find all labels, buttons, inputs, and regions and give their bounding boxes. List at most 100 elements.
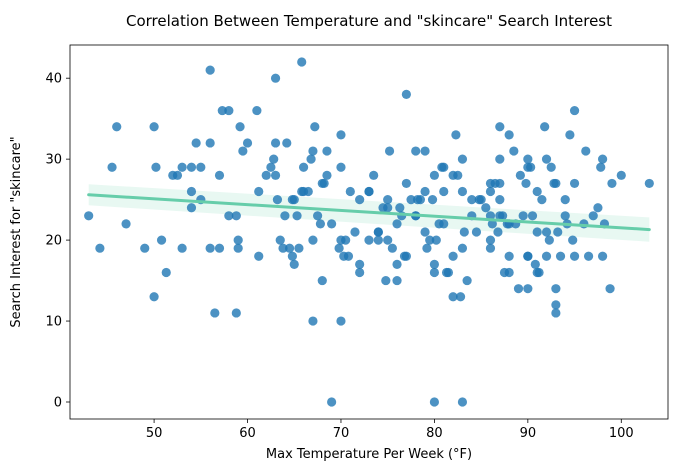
data-point: [422, 243, 432, 253]
data-point: [383, 203, 393, 213]
data-point: [485, 235, 496, 245]
x-axis-label: Max Temperature Per Week (°F): [266, 447, 472, 462]
data-point: [233, 243, 243, 253]
data-point: [504, 130, 514, 140]
data-point: [540, 122, 550, 132]
data-point: [429, 170, 440, 180]
data-point: [555, 251, 566, 261]
data-point: [420, 186, 430, 197]
y-tick-label: 10: [45, 315, 62, 330]
data-point: [275, 235, 285, 245]
data-point: [487, 219, 497, 229]
data-point: [343, 251, 354, 261]
data-point: [569, 178, 580, 189]
x-axis-ticks: 50 60 70 80 90 100: [146, 419, 634, 441]
data-point: [498, 211, 508, 221]
data-point: [214, 170, 225, 180]
data-point: [509, 146, 519, 156]
y-axis-ticks: 0 10 20 30 40: [45, 72, 70, 411]
data-point: [415, 195, 425, 205]
data-point: [448, 292, 458, 302]
data-point: [569, 105, 580, 116]
data-point: [238, 146, 248, 156]
data-point: [191, 138, 201, 148]
data-point: [457, 243, 468, 253]
x-tick-label: 80: [426, 426, 443, 441]
data-point: [280, 211, 290, 221]
data-point: [467, 195, 477, 205]
data-point: [425, 235, 435, 245]
chart-title: Correlation Between Temperature and "ski…: [126, 12, 612, 30]
data-point: [451, 130, 461, 140]
data-point: [429, 259, 440, 269]
data-point: [593, 203, 603, 213]
data-point: [420, 227, 430, 237]
data-point: [364, 235, 374, 245]
data-point: [581, 146, 591, 156]
data-point: [112, 122, 122, 132]
data-point: [457, 186, 468, 197]
data-point: [569, 251, 580, 261]
x-tick-label: 50: [146, 426, 163, 441]
data-point: [186, 203, 197, 213]
data-point: [315, 219, 326, 229]
data-point: [289, 259, 299, 269]
data-point: [298, 162, 309, 172]
data-point: [161, 267, 171, 278]
data-point: [235, 122, 245, 132]
data-point: [504, 251, 514, 261]
data-point: [310, 122, 320, 132]
data-point: [261, 170, 271, 180]
data-point: [392, 275, 402, 286]
data-point: [551, 284, 561, 294]
data-point: [156, 235, 167, 245]
data-point: [269, 154, 279, 164]
data-point: [448, 251, 458, 261]
data-point: [373, 227, 383, 237]
plot-frame: [69, 44, 669, 420]
data-point: [284, 243, 295, 253]
data-point: [121, 219, 131, 229]
data-point: [411, 146, 421, 156]
data-point: [308, 146, 318, 156]
data-point: [596, 162, 606, 172]
data-point: [242, 138, 253, 148]
data-point: [336, 316, 346, 326]
data-point: [334, 243, 344, 253]
data-point: [544, 235, 554, 245]
data-point: [597, 154, 608, 164]
data-point: [224, 211, 234, 221]
data-point: [551, 308, 561, 318]
data-point: [373, 235, 383, 245]
data-point: [254, 186, 264, 197]
data-point: [186, 162, 197, 172]
data-point: [84, 211, 94, 221]
data-point: [546, 162, 556, 172]
data-point: [350, 227, 360, 237]
data-point: [526, 162, 536, 172]
data-point: [553, 227, 563, 237]
data-point: [471, 227, 482, 237]
data-point: [523, 251, 533, 261]
data-point: [297, 57, 307, 67]
data-point: [485, 186, 496, 197]
data-point: [457, 397, 468, 407]
data-point: [210, 308, 220, 318]
data-point: [523, 284, 533, 294]
data-point: [439, 186, 449, 197]
y-tick-label: 30: [45, 153, 62, 168]
data-point: [560, 195, 570, 205]
data-point: [214, 243, 225, 253]
data-point: [369, 170, 379, 180]
data-point: [336, 130, 346, 140]
data-point: [341, 235, 351, 245]
data-point: [406, 195, 416, 205]
trend-line: [87, 193, 651, 232]
data-point: [196, 162, 206, 172]
data-point: [140, 243, 150, 253]
data-point: [481, 203, 491, 213]
data-point: [495, 122, 505, 132]
data-point: [534, 267, 544, 278]
data-point: [289, 195, 299, 205]
x-tick-label: 100: [609, 426, 634, 441]
